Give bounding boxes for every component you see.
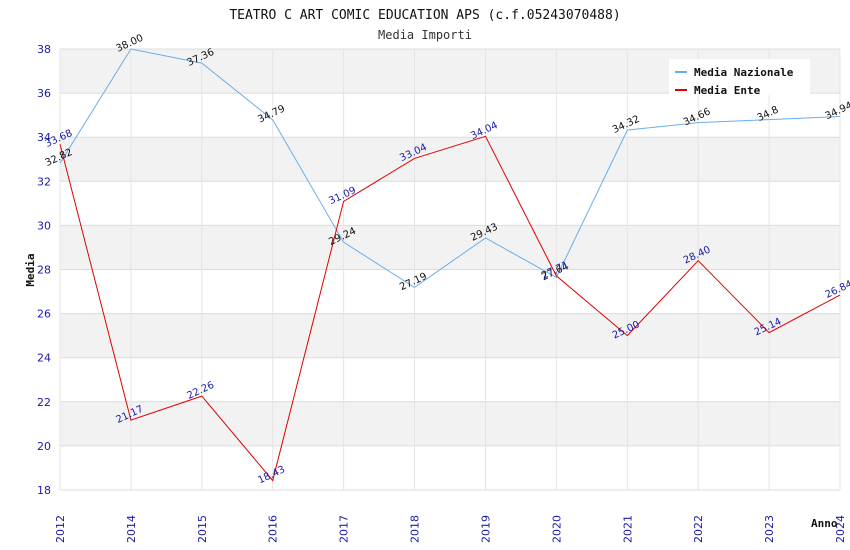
plot-band bbox=[60, 313, 840, 358]
legend-entry: Media Nazionale bbox=[694, 66, 794, 79]
plot-band bbox=[60, 93, 840, 138]
y-tick-label: 34 bbox=[37, 131, 51, 144]
chart-subtitle: Media Importi bbox=[378, 28, 472, 42]
y-axis-label: Media bbox=[24, 253, 37, 286]
series-line-media-ente bbox=[59, 135, 841, 482]
x-axis-label: Anno bbox=[811, 517, 838, 530]
x-tick-label: 2021 bbox=[621, 515, 634, 543]
legend-entry: Media Ente bbox=[694, 84, 761, 97]
chart-title: TEATRO C ART COMIC EDUCATION APS (c.f.05… bbox=[229, 8, 620, 23]
y-tick-label: 24 bbox=[37, 352, 51, 365]
series-line-media-nazionale bbox=[59, 48, 841, 289]
y-tick-label: 20 bbox=[37, 440, 51, 453]
plot-band bbox=[60, 269, 840, 314]
legend-box bbox=[669, 59, 810, 95]
y-tick-label: 32 bbox=[37, 175, 51, 188]
x-tick-label: 2024 bbox=[834, 515, 847, 543]
x-tick-label: 2016 bbox=[267, 515, 280, 543]
y-tick-label: 26 bbox=[37, 308, 51, 321]
x-tick-label: 2022 bbox=[692, 515, 705, 543]
x-tick-label: 2018 bbox=[409, 515, 422, 543]
legend: Media Nazionale Media Ente bbox=[669, 59, 810, 97]
x-tick-label: 2017 bbox=[338, 515, 351, 543]
plot-band bbox=[60, 445, 840, 490]
x-tick-label: 2019 bbox=[479, 515, 492, 543]
plot-band bbox=[60, 401, 840, 446]
x-tick-label: 2023 bbox=[763, 515, 776, 543]
plot-band bbox=[60, 137, 840, 182]
x-tick-label: 2012 bbox=[54, 515, 67, 543]
x-tick-label: 2015 bbox=[196, 515, 209, 543]
y-tick-label: 30 bbox=[37, 219, 51, 232]
y-tick-label: 36 bbox=[37, 87, 51, 100]
plot-band bbox=[60, 357, 840, 402]
y-tick-label: 28 bbox=[37, 264, 51, 277]
y-tick-label: 18 bbox=[37, 484, 51, 497]
x-tick-label: 2020 bbox=[550, 515, 563, 543]
plot-band bbox=[60, 181, 840, 226]
y-tick-label: 22 bbox=[37, 396, 51, 409]
x-tick-label: 2014 bbox=[125, 515, 138, 543]
y-tick-label: 38 bbox=[37, 43, 51, 56]
